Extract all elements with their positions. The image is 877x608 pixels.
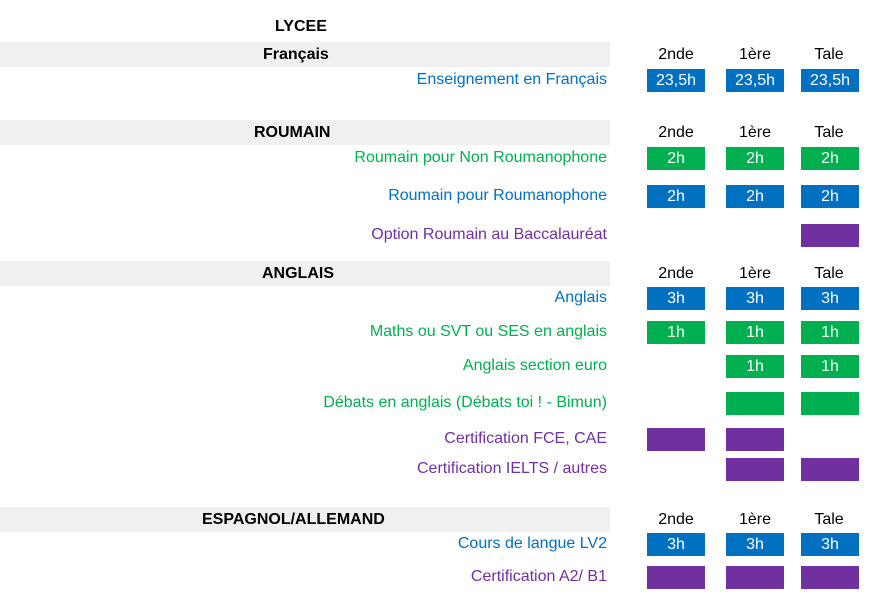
hours-cell <box>647 428 705 451</box>
column-header: 2nde <box>658 511 694 528</box>
hours-cell <box>801 392 859 415</box>
hours-cell <box>726 428 784 451</box>
hours-cell: 2h <box>726 185 784 208</box>
section-band <box>0 42 610 67</box>
hours-cell: 3h <box>647 533 705 556</box>
hours-cell: 23,5h <box>726 69 784 92</box>
hours-cell: 1h <box>801 355 859 378</box>
row-label: Roumain pour Non Roumanophone <box>354 149 607 166</box>
column-header: 2nde <box>658 265 694 282</box>
row-label: Certification A2/ B1 <box>470 568 607 585</box>
row-label: Maths ou SVT ou SES en anglais <box>369 323 607 340</box>
row-label: Option Roumain au Baccalauréat <box>371 226 607 243</box>
row-label: Débats en anglais (Débats toi ! - Bimun) <box>323 394 607 411</box>
hours-cell: 23,5h <box>801 69 859 92</box>
page-title: LYCEE <box>275 18 327 35</box>
section-band <box>0 261 610 286</box>
column-header: Tale <box>814 46 844 63</box>
column-header: Tale <box>814 124 844 141</box>
row-label: Anglais <box>554 289 607 306</box>
hours-cell: 2h <box>647 147 705 170</box>
hours-cell <box>726 392 784 415</box>
section-band <box>0 120 610 145</box>
row-label: Certification FCE, CAE <box>444 430 607 447</box>
column-header: 1ère <box>738 46 772 63</box>
hours-cell: 3h <box>801 533 859 556</box>
column-header: 2nde <box>658 46 694 63</box>
row-label: Enseignement en Français <box>416 71 607 88</box>
row-label: Certification IELTS / autres <box>417 460 607 477</box>
column-header: 1ère <box>738 265 772 282</box>
hours-cell: 2h <box>801 185 859 208</box>
section-band <box>0 507 610 532</box>
row-label: Anglais section euro <box>462 357 607 374</box>
hours-cell: 1h <box>726 321 784 344</box>
hours-cell: 2h <box>647 185 705 208</box>
section-heading: ANGLAIS <box>262 265 334 282</box>
section-heading: Français <box>263 46 329 63</box>
column-header: 1ère <box>738 511 772 528</box>
hours-cell: 1h <box>801 321 859 344</box>
hours-cell: 3h <box>647 287 705 310</box>
hours-cell <box>726 458 784 481</box>
row-label: Roumain pour Roumanophone <box>388 187 607 204</box>
hours-cell: 1h <box>647 321 705 344</box>
hours-cell: 3h <box>726 533 784 556</box>
hours-cell <box>726 566 784 589</box>
section-heading: ESPAGNOL/ALLEMAND <box>202 511 385 528</box>
hours-cell <box>647 566 705 589</box>
hours-cell: 23,5h <box>647 69 705 92</box>
row-label: Cours de langue LV2 <box>457 535 607 552</box>
hours-cell: 3h <box>801 287 859 310</box>
column-header: 2nde <box>658 124 694 141</box>
hours-cell: 1h <box>726 355 784 378</box>
hours-cell: 3h <box>726 287 784 310</box>
hours-cell <box>801 458 859 481</box>
hours-cell <box>801 566 859 589</box>
hours-cell: 2h <box>726 147 784 170</box>
hours-cell: 2h <box>801 147 859 170</box>
section-heading: ROUMAIN <box>254 124 331 141</box>
column-header: Tale <box>814 265 844 282</box>
column-header: Tale <box>814 511 844 528</box>
column-header: 1ère <box>738 124 772 141</box>
hours-cell <box>801 224 859 247</box>
